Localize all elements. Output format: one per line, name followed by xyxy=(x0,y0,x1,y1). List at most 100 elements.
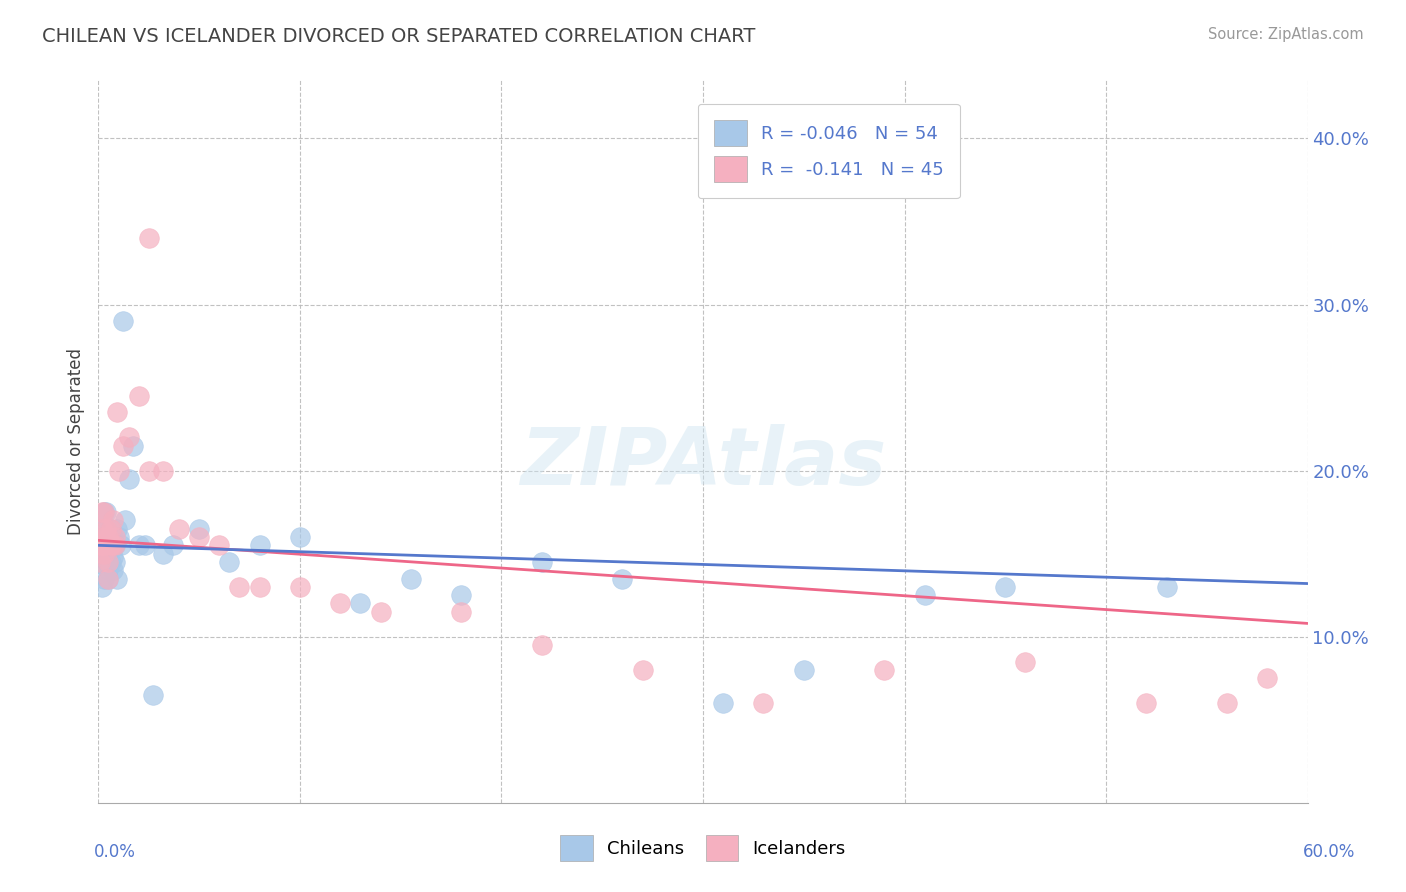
Point xyxy=(249,538,271,552)
Point xyxy=(167,522,190,536)
Point xyxy=(101,563,124,577)
Point xyxy=(97,530,120,544)
Point xyxy=(249,580,271,594)
Point xyxy=(103,538,125,552)
Point xyxy=(97,572,120,586)
Point xyxy=(93,530,115,544)
Point xyxy=(118,472,141,486)
Point xyxy=(96,538,118,552)
Point xyxy=(349,597,371,611)
Text: Source: ZipAtlas.com: Source: ZipAtlas.com xyxy=(1208,27,1364,42)
Point xyxy=(530,638,553,652)
Point xyxy=(208,538,231,552)
Point xyxy=(93,547,115,561)
Point xyxy=(118,430,141,444)
Point xyxy=(152,547,174,561)
Point xyxy=(97,572,120,586)
Point xyxy=(162,538,184,552)
Point xyxy=(93,505,115,519)
Text: 0.0%: 0.0% xyxy=(94,843,136,861)
Point xyxy=(101,549,124,564)
Point xyxy=(1156,580,1178,594)
Point xyxy=(96,555,118,569)
Point xyxy=(152,464,174,478)
Point xyxy=(288,580,311,594)
Point xyxy=(128,538,150,552)
Point xyxy=(89,555,111,569)
Point xyxy=(711,696,734,710)
Point xyxy=(100,555,122,569)
Point xyxy=(91,530,114,544)
Y-axis label: Divorced or Separated: Divorced or Separated xyxy=(66,348,84,535)
Point xyxy=(93,538,115,552)
Point xyxy=(370,605,392,619)
Point xyxy=(105,405,128,419)
Point xyxy=(103,555,125,569)
Text: CHILEAN VS ICELANDER DIVORCED OR SEPARATED CORRELATION CHART: CHILEAN VS ICELANDER DIVORCED OR SEPARAT… xyxy=(42,27,755,45)
Point xyxy=(107,530,129,544)
Point xyxy=(218,555,240,569)
Point xyxy=(97,547,120,561)
Point xyxy=(93,522,115,536)
Point xyxy=(399,572,422,586)
Point xyxy=(121,439,143,453)
Point xyxy=(111,439,134,453)
Point xyxy=(96,538,118,552)
Point xyxy=(288,530,311,544)
Point xyxy=(1256,671,1278,685)
Point xyxy=(228,580,250,594)
Point xyxy=(100,522,122,536)
Point xyxy=(96,522,118,536)
Point xyxy=(101,530,124,544)
Legend: R = -0.046   N = 54, R =  -0.141   N = 45: R = -0.046 N = 54, R = -0.141 N = 45 xyxy=(697,103,960,198)
Point xyxy=(138,464,160,478)
Point xyxy=(100,538,122,552)
Point xyxy=(100,538,122,552)
Point xyxy=(612,572,634,586)
Point xyxy=(105,572,128,586)
Point xyxy=(93,572,115,586)
Point xyxy=(793,663,815,677)
Point xyxy=(994,580,1017,594)
Point xyxy=(91,522,114,536)
Point xyxy=(101,538,124,552)
Point xyxy=(101,538,124,552)
Point xyxy=(450,605,472,619)
Point xyxy=(111,314,134,328)
Point xyxy=(97,555,120,569)
Point xyxy=(91,538,114,552)
Point xyxy=(97,563,120,577)
Point xyxy=(134,538,156,552)
Point xyxy=(93,505,115,519)
Legend: Chileans, Icelanders: Chileans, Icelanders xyxy=(551,826,855,870)
Point xyxy=(329,597,352,611)
Point xyxy=(530,555,553,569)
Point xyxy=(91,547,114,561)
Point xyxy=(97,530,120,544)
Point xyxy=(97,555,120,569)
Point xyxy=(110,538,132,552)
Point xyxy=(107,464,129,478)
Point xyxy=(1216,696,1239,710)
Point xyxy=(89,538,111,552)
Point xyxy=(100,522,122,536)
Point xyxy=(101,513,124,527)
Point xyxy=(752,696,775,710)
Point xyxy=(142,688,165,702)
Point xyxy=(138,231,160,245)
Point xyxy=(103,538,125,552)
Point xyxy=(91,505,114,519)
Text: 60.0%: 60.0% xyxy=(1302,843,1355,861)
Text: ZIPAtlas: ZIPAtlas xyxy=(520,425,886,502)
Point xyxy=(96,522,118,536)
Point xyxy=(89,538,111,552)
Point xyxy=(188,522,211,536)
Point xyxy=(100,538,122,552)
Point xyxy=(114,513,136,527)
Point xyxy=(105,522,128,536)
Point xyxy=(128,389,150,403)
Point xyxy=(89,555,111,569)
Point xyxy=(1014,655,1036,669)
Point xyxy=(91,580,114,594)
Point xyxy=(103,530,125,544)
